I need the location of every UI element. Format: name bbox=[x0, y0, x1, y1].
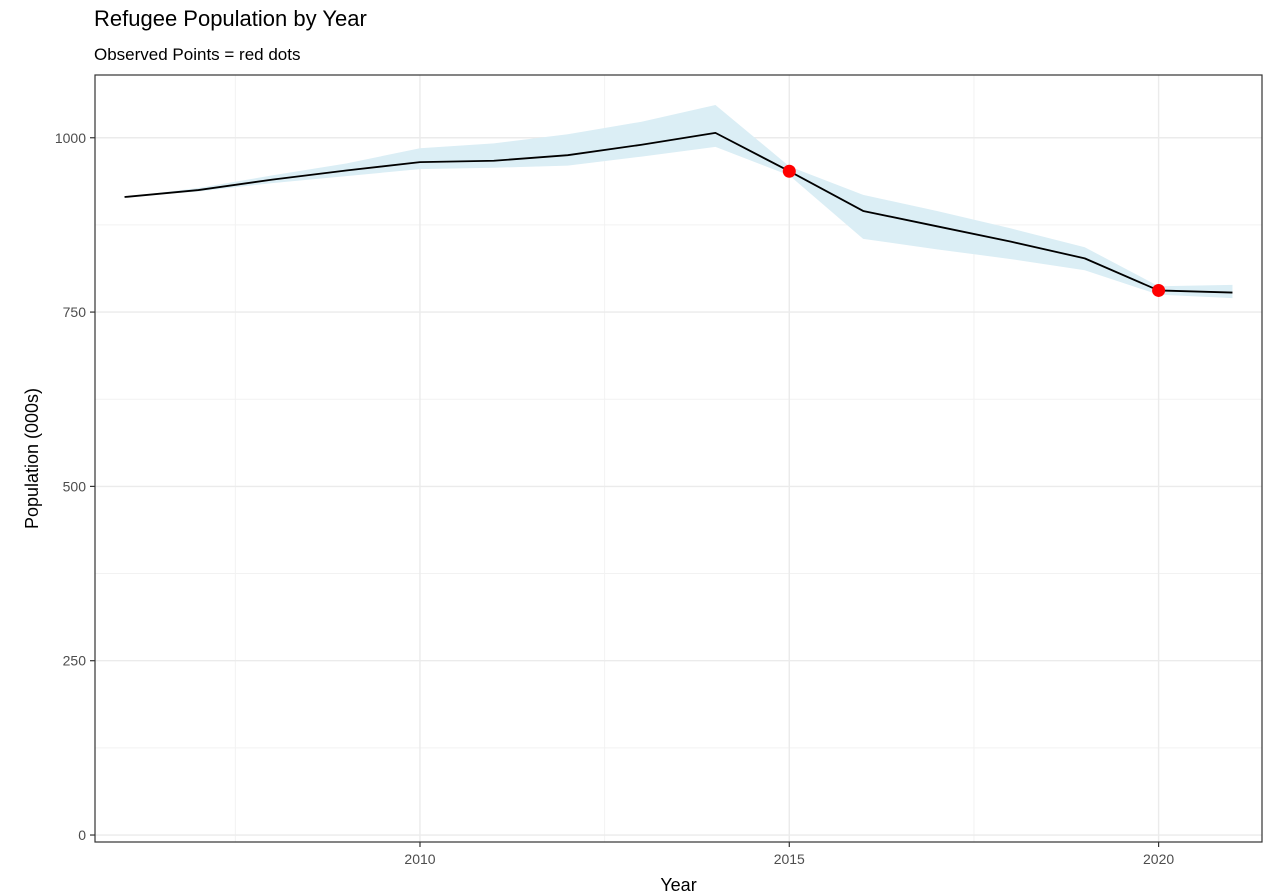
series-line-layer bbox=[124, 131, 1233, 294]
confidence-ribbon-layer bbox=[124, 104, 1233, 299]
y-axis-title: Population (000s) bbox=[22, 388, 42, 529]
x-tick-label: 2010 bbox=[404, 851, 435, 867]
y-tick-label: 0 bbox=[78, 827, 86, 843]
tick-labels: 2010 2015 2020 0 250 500 750 1000 bbox=[55, 130, 1175, 867]
y-tick-label: 1000 bbox=[55, 130, 86, 146]
observed-point bbox=[1152, 283, 1166, 297]
panel-border bbox=[94, 74, 1263, 843]
confidence-ribbon bbox=[124, 104, 1233, 299]
major-grid bbox=[95, 75, 1262, 842]
y-tick-label: 750 bbox=[63, 304, 87, 320]
minor-grid bbox=[95, 75, 1262, 842]
estimate-line bbox=[124, 131, 1233, 294]
observed-points-layer bbox=[782, 164, 1166, 297]
y-tick-label: 250 bbox=[63, 653, 87, 669]
observed-point bbox=[782, 164, 796, 178]
x-tick-label: 2015 bbox=[774, 851, 805, 867]
x-tick-label: 2020 bbox=[1143, 851, 1174, 867]
axis-ticks bbox=[90, 137, 1160, 847]
y-tick-label: 500 bbox=[63, 478, 87, 494]
chart-subtitle: Observed Points = red dots bbox=[94, 45, 301, 64]
chart-title: Refugee Population by Year bbox=[94, 6, 367, 31]
x-axis-title: Year bbox=[660, 875, 696, 895]
